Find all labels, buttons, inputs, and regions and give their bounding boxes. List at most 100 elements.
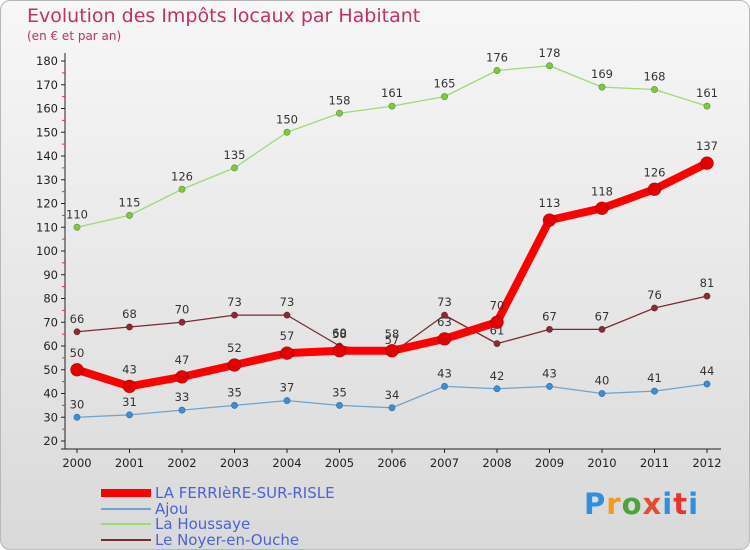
data-point-le-noyer-en-ouche — [178, 318, 186, 326]
y-tick-label: 180 — [36, 54, 58, 68]
data-label-ajou: 35 — [332, 385, 347, 399]
data-label-le-noyer-en-ouche: 57 — [385, 333, 400, 347]
data-label-la-houssaye: 161 — [381, 86, 403, 100]
data-label-la-ferri-re-sur-risle: 47 — [175, 353, 190, 367]
legend-swatch — [101, 523, 151, 525]
data-label-la-ferri-re-sur-risle: 126 — [644, 165, 666, 179]
data-point-la-houssaye — [73, 223, 81, 231]
data-point-le-noyer-en-ouche — [493, 340, 501, 348]
data-point-le-noyer-en-ouche — [73, 328, 81, 336]
y-tick-label: 40 — [43, 387, 58, 401]
data-point-la-ferri-re-sur-risle — [332, 343, 347, 358]
y-tick-label: 60 — [43, 339, 58, 353]
data-label-la-ferri-re-sur-risle: 113 — [539, 196, 561, 210]
data-point-la-houssaye — [598, 83, 606, 91]
data-point-le-noyer-en-ouche — [598, 325, 606, 333]
data-label-le-noyer-en-ouche: 60 — [332, 326, 347, 340]
data-label-ajou: 40 — [595, 374, 610, 388]
y-tick-label: 70 — [43, 315, 58, 329]
data-label-ajou: 42 — [490, 369, 505, 383]
data-point-ajou — [178, 406, 186, 414]
data-label-la-houssaye: 158 — [329, 93, 351, 107]
data-label-le-noyer-en-ouche: 67 — [595, 309, 610, 323]
data-label-la-ferri-re-sur-risle: 137 — [696, 139, 718, 153]
legend-label: Ajou — [155, 499, 189, 518]
data-label-ajou: 30 — [70, 397, 85, 411]
x-tick-label: 2009 — [535, 456, 564, 470]
data-label-la-houssaye: 169 — [591, 67, 613, 81]
data-point-le-noyer-en-ouche — [703, 292, 711, 300]
data-point-ajou — [703, 380, 711, 388]
x-tick-label: 2001 — [115, 456, 144, 470]
data-point-la-ferri-re-sur-risle — [385, 343, 399, 358]
x-tick-label: 2010 — [587, 456, 616, 470]
data-point-ajou — [388, 404, 396, 412]
y-tick-label: 110 — [36, 220, 58, 234]
y-tick-label: 140 — [36, 149, 58, 163]
data-point-la-ferri-re-sur-risle — [542, 213, 557, 227]
data-label-le-noyer-en-ouche: 73 — [280, 295, 295, 309]
x-tick-label: 2004 — [272, 456, 301, 470]
y-tick-label: 130 — [36, 173, 58, 187]
y-tick-label: 170 — [36, 78, 58, 92]
data-label-la-ferri-re-sur-risle: 57 — [280, 329, 295, 343]
data-label-la-ferri-re-sur-risle: 43 — [122, 362, 137, 376]
logo-letter: x — [642, 487, 663, 521]
data-label-le-noyer-en-ouche: 73 — [227, 295, 242, 309]
data-point-la-houssaye — [703, 102, 711, 110]
legend-swatch — [101, 489, 151, 497]
y-tick-label: 20 — [43, 434, 58, 448]
data-point-la-houssaye — [283, 128, 291, 136]
data-label-le-noyer-en-ouche: 70 — [175, 302, 190, 316]
data-point-la-ferri-re-sur-risle — [700, 156, 714, 170]
data-point-la-ferri-re-sur-risle — [595, 201, 609, 216]
data-label-la-ferri-re-sur-risle: 70 — [490, 298, 505, 312]
data-label-la-houssaye: 165 — [434, 77, 456, 91]
data-label-le-noyer-en-ouche: 67 — [542, 309, 557, 323]
data-point-la-ferri-re-sur-risle — [490, 315, 504, 330]
data-label-la-houssaye: 168 — [644, 70, 666, 84]
data-label-la-houssaye: 126 — [171, 169, 193, 183]
logo-letter: o — [621, 487, 643, 521]
data-point-ajou — [440, 382, 448, 390]
data-point-ajou — [545, 382, 553, 390]
logo-letter: P — [584, 487, 607, 521]
data-point-le-noyer-en-ouche — [650, 304, 658, 312]
data-label-la-houssaye: 115 — [119, 195, 141, 209]
x-tick-label: 2005 — [325, 456, 354, 470]
data-label-ajou: 33 — [175, 390, 190, 404]
data-label-le-noyer-en-ouche: 66 — [70, 312, 85, 326]
data-point-la-ferri-re-sur-risle — [647, 182, 662, 197]
legend-item: LA FERRIèRE-SUR-RISLE — [101, 484, 335, 502]
data-point-ajou — [335, 401, 343, 409]
data-point-ajou — [73, 413, 81, 421]
data-label-la-ferri-re-sur-risle: 118 — [591, 184, 613, 198]
data-point-ajou — [650, 387, 658, 395]
data-point-la-ferri-re-sur-risle — [280, 346, 294, 360]
x-tick-label: 2011 — [640, 456, 669, 470]
data-label-la-houssaye: 161 — [696, 86, 718, 100]
y-tick-label: 100 — [36, 244, 58, 258]
data-label-ajou: 37 — [280, 381, 295, 395]
chart-title: Evolution des Impôts locaux par Habitant — [27, 5, 421, 27]
data-point-la-ferri-re-sur-risle — [70, 362, 84, 377]
x-tick-label: 2007 — [430, 456, 459, 470]
data-point-ajou — [231, 401, 239, 409]
x-tick-label: 2003 — [220, 456, 249, 470]
data-point-la-ferri-re-sur-risle — [437, 332, 452, 346]
y-tick-label: 30 — [43, 410, 58, 424]
data-label-la-houssaye: 176 — [486, 51, 508, 65]
data-label-la-houssaye: 135 — [224, 148, 246, 162]
data-point-la-houssaye — [650, 86, 658, 94]
data-point-la-houssaye — [335, 109, 343, 117]
data-label-ajou: 34 — [385, 388, 400, 402]
data-point-ajou — [598, 389, 606, 397]
legend-item: Le Noyer-en-Ouche — [101, 531, 299, 549]
data-point-la-houssaye — [440, 93, 448, 101]
data-label-ajou: 31 — [122, 395, 137, 409]
logo-letter: r — [606, 487, 622, 521]
data-point-le-noyer-en-ouche — [231, 311, 239, 319]
data-label-la-houssaye: 178 — [539, 46, 561, 60]
legend-item: Ajou — [101, 499, 189, 518]
